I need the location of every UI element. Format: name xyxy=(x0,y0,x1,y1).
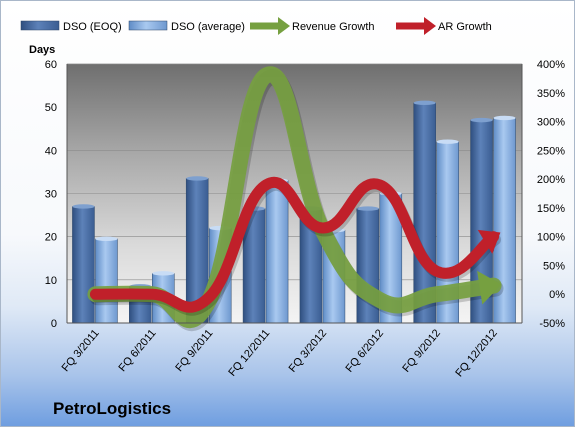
y-left-tick-label: 20 xyxy=(45,232,57,244)
bar-cap xyxy=(413,100,436,106)
bar-cap xyxy=(95,236,118,242)
legend-label: Revenue Growth xyxy=(292,21,375,33)
y-right-tick-label: 400% xyxy=(537,59,565,71)
y-axis-left-title: Days xyxy=(29,44,55,56)
ar-growth-line xyxy=(89,176,500,313)
revenue-growth-line-arrowhead xyxy=(477,270,502,305)
bar-cap xyxy=(152,271,175,276)
y-right-tick-label: 0% xyxy=(549,289,565,301)
y-left-tick-label: 10 xyxy=(45,275,57,287)
bar-dso-average xyxy=(95,238,118,324)
legend-swatch-arrowhead xyxy=(278,17,290,35)
legend-swatch xyxy=(128,20,168,31)
y-left-tick-label: 40 xyxy=(45,145,57,157)
y-right-tick-label: 150% xyxy=(537,203,565,215)
bar-cap xyxy=(470,117,493,123)
y-left-tick-label: 30 xyxy=(45,189,57,201)
ar-growth-line-arrowhead xyxy=(477,229,501,254)
y-left-tick-label: 50 xyxy=(45,102,57,114)
y-left-tick-label: 60 xyxy=(45,59,57,71)
x-tick-label: FQ 6/2011 xyxy=(117,327,159,374)
y-right-tick-label: 100% xyxy=(537,232,565,244)
legend-label: DSO (EOQ) xyxy=(63,21,122,33)
bar-cap xyxy=(72,204,95,209)
legend-label: DSO (average) xyxy=(171,21,245,33)
y-right-tick-label: 350% xyxy=(537,88,565,100)
bar-cap xyxy=(493,115,516,121)
x-tick-label: FQ 12/2012 xyxy=(453,327,500,379)
y-right-tick-label: 200% xyxy=(537,174,565,186)
bar-cap xyxy=(436,139,459,144)
x-tick-label: FQ 6/2012 xyxy=(344,327,387,375)
y-right-tick-label: 300% xyxy=(537,117,565,129)
y-right-tick-label: -50% xyxy=(539,318,565,330)
bar-dso-average xyxy=(265,180,289,324)
bar-cap xyxy=(356,206,379,211)
x-tick-label: FQ 12/2011 xyxy=(226,327,272,379)
x-tick-label: FQ 9/2012 xyxy=(400,327,443,375)
x-tick-label: FQ 3/2011 xyxy=(60,327,102,374)
y-left-tick-label: 0 xyxy=(51,318,57,330)
legend-swatch xyxy=(20,20,60,31)
y-right-tick-label: 50% xyxy=(543,260,565,272)
legend-swatch-arrowhead xyxy=(424,17,436,35)
legend-label: AR Growth xyxy=(438,21,492,33)
bar-cap xyxy=(186,176,209,181)
y-right-tick-label: 250% xyxy=(537,145,565,157)
legend: DSO (EOQ) DSO (average) Revenue Growth AR G… xyxy=(20,17,492,35)
revenue-growth-line xyxy=(87,66,502,329)
x-tick-label: FQ 9/2011 xyxy=(173,327,215,374)
company-name: PetroLogistics xyxy=(53,399,172,418)
bar-dso-eoq xyxy=(72,206,95,324)
line-series xyxy=(87,66,504,332)
x-tick-label: FQ 3/2012 xyxy=(287,327,330,375)
